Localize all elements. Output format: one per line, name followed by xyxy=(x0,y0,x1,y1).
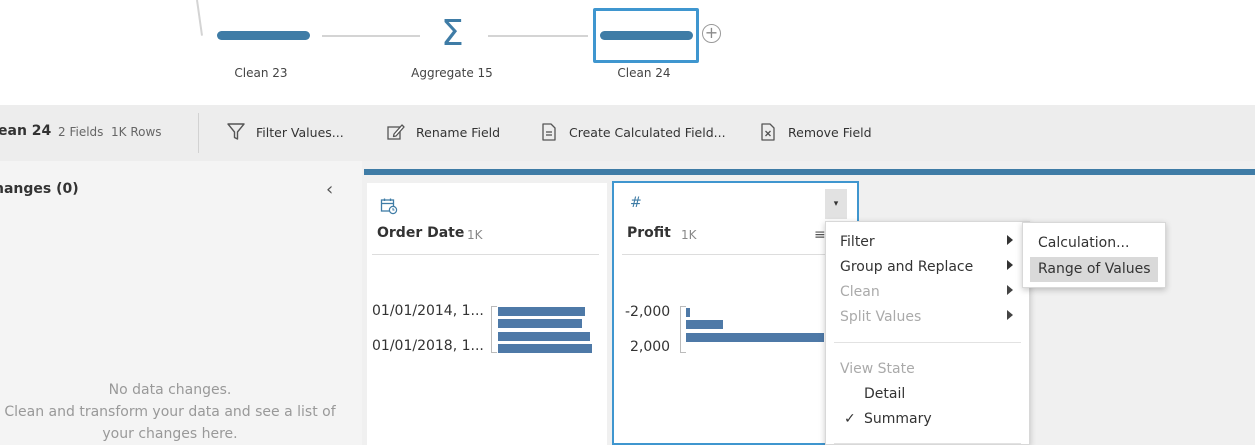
menu-item-group-and-replace[interactable]: Group and Replace xyxy=(826,255,1029,280)
menu-item-clean[interactable]: Clean xyxy=(826,280,1029,305)
menu-item-label: Summary xyxy=(864,411,932,427)
menu-item-label: Calculation... xyxy=(1038,235,1130,251)
histogram-bar[interactable] xyxy=(686,333,824,342)
menu-item-label: Detail xyxy=(864,386,906,402)
sort-menu-icon[interactable]: ≡ xyxy=(814,227,826,243)
submenu-item-range-of-values[interactable]: Range of Values xyxy=(1030,257,1158,282)
aggregate-sigma-icon[interactable]: Σ xyxy=(441,13,464,54)
clean-step-bar xyxy=(600,31,693,40)
flow-step-label: Aggregate 15 xyxy=(411,66,493,80)
axis-label: 01/01/2018, 1... xyxy=(372,338,484,354)
field-name: Order Date xyxy=(377,225,465,241)
menu-item-label: Clean xyxy=(840,284,880,300)
rename-field-button[interactable]: Rename Field xyxy=(386,121,500,143)
flow-canvas[interactable]: Clean 23 Σ Aggregate 15 Clean 24 + xyxy=(0,0,1255,105)
step-meta: 2 Fields 1K Rows xyxy=(58,125,162,139)
changes-pane: nanges (0) ‹ No data changes. Clean and … xyxy=(0,161,362,445)
menu-item-filter[interactable]: Filter xyxy=(826,230,1029,255)
profile-pane-header-strip xyxy=(364,169,1255,175)
field-options-dropdown-button[interactable]: ▾ xyxy=(825,189,847,219)
submenu-arrow-icon xyxy=(1007,235,1013,245)
histogram-bar[interactable] xyxy=(498,307,585,316)
menu-item-label: Filter xyxy=(840,234,875,250)
filter-submenu: Calculation... Range of Values xyxy=(1022,222,1166,288)
menu-item-split-values[interactable]: Split Values xyxy=(826,305,1029,330)
filter-values-button[interactable]: Filter Values... xyxy=(226,121,344,143)
rename-field-label: Rename Field xyxy=(416,124,501,140)
checkmark-icon: ✓ xyxy=(844,411,856,427)
create-calculated-field-button[interactable]: Create Calculated Field... xyxy=(539,121,726,143)
empty-changes-line: No data changes. xyxy=(108,382,232,398)
field-card-order-date[interactable]: Order Date 1K 01/01/2014, 1... 01/01/201… xyxy=(367,183,607,445)
empty-changes-line: Clean and transform your data and see a … xyxy=(4,404,336,420)
axis-label: 01/01/2014, 1... xyxy=(372,303,484,319)
view-state-header: View State xyxy=(840,361,915,377)
add-step-plus-icon[interactable]: + xyxy=(702,24,721,43)
menu-item-detail[interactable]: Detail xyxy=(826,382,1029,407)
filter-funnel-icon xyxy=(227,123,245,140)
remove-field-label: Remove Field xyxy=(788,124,872,140)
empty-changes-line: your changes here. xyxy=(102,426,238,442)
incoming-connector xyxy=(196,0,204,36)
menu-separator xyxy=(834,342,1021,343)
field-row-count: 1K xyxy=(467,228,483,242)
histogram-bar[interactable] xyxy=(498,319,582,328)
field-context-menu: Filter Group and Replace Clean Split Val… xyxy=(825,221,1030,445)
remove-field-button[interactable]: Remove Field xyxy=(758,121,872,143)
filter-values-label: Filter Values... xyxy=(256,124,344,140)
flow-connector xyxy=(322,35,420,37)
flow-step-clean-24[interactable] xyxy=(593,8,699,63)
remove-field-icon xyxy=(761,123,775,141)
submenu-arrow-icon xyxy=(1007,260,1013,270)
flow-step-clean-23[interactable] xyxy=(217,31,310,40)
axis-label: -2,000 xyxy=(625,304,671,320)
card-divider xyxy=(372,254,599,255)
submenu-item-calculation[interactable]: Calculation... xyxy=(1023,231,1165,256)
menu-separator xyxy=(834,443,1021,444)
toolbar-divider xyxy=(198,113,199,153)
axis-tick xyxy=(680,306,686,353)
menu-item-label: Split Values xyxy=(840,309,922,325)
flow-step-label: Clean 23 xyxy=(234,66,288,80)
collapse-chevron-left-icon[interactable]: ‹ xyxy=(326,179,334,200)
menu-item-label: Group and Replace xyxy=(840,259,974,275)
histogram-bar[interactable] xyxy=(686,308,690,317)
calendar-icon xyxy=(380,198,398,215)
menu-item-label: Range of Values xyxy=(1038,261,1151,277)
histogram-bar[interactable] xyxy=(498,332,590,341)
changes-pane-title: nanges (0) xyxy=(0,181,79,197)
axis-tick xyxy=(491,306,497,353)
histogram-bar[interactable] xyxy=(498,344,592,353)
rename-pencil-icon xyxy=(387,124,405,140)
flow-step-label: Clean 24 xyxy=(617,66,671,80)
axis-label: 2,000 xyxy=(630,339,671,355)
profile-toolbar: ean 24 2 Fields 1K Rows Filter Values...… xyxy=(0,105,1255,161)
calculated-field-icon xyxy=(542,123,556,141)
submenu-arrow-icon xyxy=(1007,310,1013,320)
submenu-arrow-icon xyxy=(1007,285,1013,295)
card-divider xyxy=(622,254,849,255)
field-card-profit[interactable]: # Profit 1K ≡ -2,000 2,000 ▾ xyxy=(612,181,859,445)
flow-connector xyxy=(488,35,588,37)
field-name: Profit xyxy=(627,225,671,241)
number-hash-icon: # xyxy=(630,195,642,211)
menu-item-summary[interactable]: ✓ Summary xyxy=(826,407,1029,432)
histogram-bar[interactable] xyxy=(686,320,723,329)
field-row-count: 1K xyxy=(681,228,697,242)
step-title: ean 24 xyxy=(0,123,52,139)
create-calculated-field-label: Create Calculated Field... xyxy=(569,124,726,140)
